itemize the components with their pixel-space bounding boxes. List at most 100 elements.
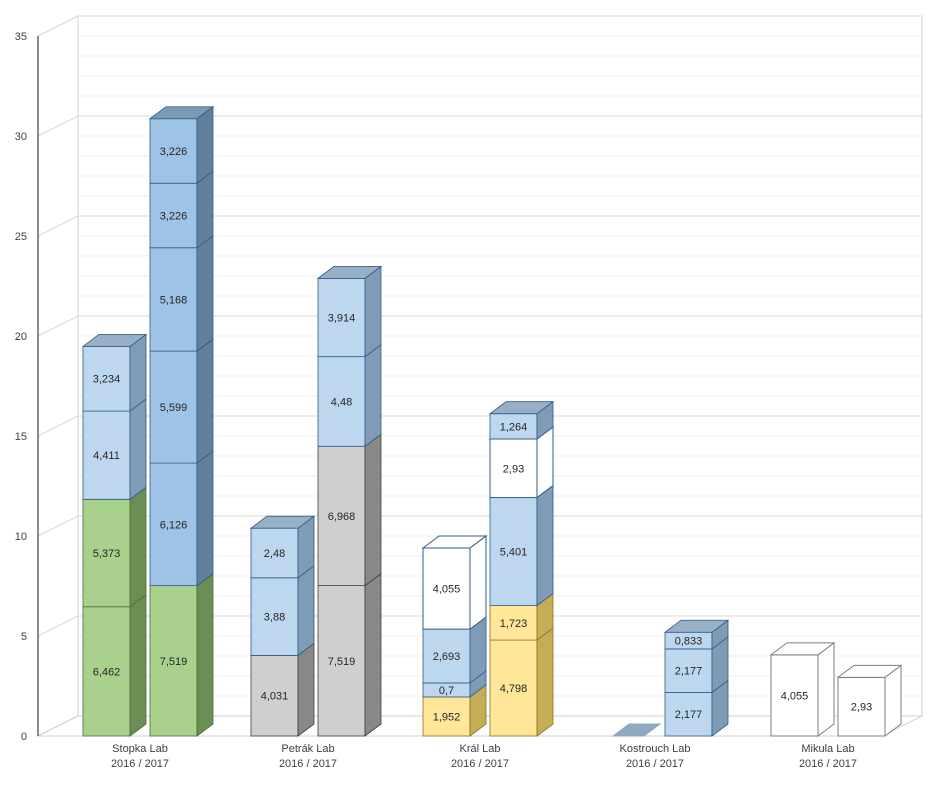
data-label: 4,798 <box>500 683 528 695</box>
bar-segment-front <box>664 648 713 693</box>
bar-segment-top <box>81 333 148 347</box>
side-gridline <box>37 615 79 637</box>
data-label: 4,48 <box>331 396 352 408</box>
data-label: 5,599 <box>160 402 188 414</box>
y-axis: 0 5 10 15 20 25 30 35 <box>15 31 39 743</box>
data-label: 5,373 <box>93 548 121 560</box>
side-gridline <box>37 115 79 137</box>
y-tick-label: 30 <box>15 131 27 143</box>
side-gridline <box>37 15 79 37</box>
bar-segment-side <box>196 450 214 587</box>
y-tick-label: 10 <box>15 531 27 543</box>
y-tick-label: 15 <box>15 431 27 443</box>
bar-segment-front <box>664 692 713 737</box>
bar-segment-side <box>129 333 147 412</box>
data-label: 4,031 <box>261 691 289 703</box>
x-tick-label: 2016 / 2017 <box>626 758 684 770</box>
data-label: 3,914 <box>328 313 356 325</box>
bar-segment-side <box>297 642 315 737</box>
x-tick-label: Stopka Lab <box>112 743 168 755</box>
x-tick-label: 2016 / 2017 <box>799 758 857 770</box>
bar-segment-top <box>769 642 836 656</box>
bar-segment-side <box>196 105 214 185</box>
bar-segment-top <box>249 515 316 529</box>
y-tick-label: 0 <box>21 731 27 743</box>
data-label: 6,126 <box>160 519 188 531</box>
side-gridline <box>37 315 79 337</box>
bar-segment-side <box>196 338 214 464</box>
bar-segment-front <box>837 676 886 737</box>
y-tick-label: 20 <box>15 331 27 343</box>
bar-segment-top <box>316 265 383 279</box>
bar-segment-side <box>196 170 214 249</box>
data-label: 3,226 <box>160 146 188 158</box>
bar-segment-front <box>422 547 471 630</box>
bar-segment-front <box>82 498 131 608</box>
side-gridline <box>37 215 79 237</box>
y-tick-label: 25 <box>15 231 27 243</box>
bar-segment-side <box>364 343 382 448</box>
data-label: 1,723 <box>500 618 528 630</box>
data-label: 2,48 <box>264 548 285 560</box>
empty-bar-base <box>611 723 662 737</box>
data-label: 7,519 <box>160 656 188 668</box>
data-label: 6,968 <box>328 511 356 523</box>
bar-segment-side <box>364 265 382 358</box>
bar-segment-side <box>129 486 147 608</box>
y-tick-label: 35 <box>15 31 27 43</box>
bar-segment-front <box>149 247 198 352</box>
data-label: 0,7 <box>439 685 454 697</box>
bar-segment-front <box>250 654 299 737</box>
data-label: 4,411 <box>93 450 120 462</box>
bar-segment-front <box>250 577 299 656</box>
data-label: 2,93 <box>503 463 524 475</box>
bar-segment-side <box>536 484 554 607</box>
bar-segment-front <box>149 182 198 249</box>
bar-segment-side <box>469 535 487 631</box>
bar-segment-side <box>129 593 147 737</box>
bar-segment-front <box>82 410 131 500</box>
bar-segment-front <box>422 628 471 684</box>
x-tick-label: 2016 / 2017 <box>451 758 509 770</box>
data-label: 5,168 <box>160 294 188 306</box>
data-label: 4,055 <box>781 690 809 702</box>
bar-segment-front <box>250 527 299 579</box>
bar-segment-front <box>489 497 538 606</box>
bar-segment-side <box>129 398 147 501</box>
bar-segment-front <box>422 696 471 737</box>
data-label: 0,833 <box>675 636 703 648</box>
x-tick-label: Petrák Lab <box>281 743 334 755</box>
data-label: 2,93 <box>851 702 872 714</box>
bar-segment-front <box>770 654 819 737</box>
bar-segment-front <box>149 585 198 737</box>
x-tick-label: Kostrouch Lab <box>620 743 691 755</box>
data-label: 7,519 <box>328 656 356 668</box>
bar-segment-top <box>836 664 903 678</box>
bar-segment-top <box>148 106 215 120</box>
bar-segment-side <box>364 433 382 587</box>
bar-segment-top <box>663 619 730 633</box>
bar-segment-side <box>196 572 214 737</box>
bar-segment-front <box>82 606 131 737</box>
bars: 6,462 5,373 4,411 3,234 7,519 6,126 5,599 5,168… <box>81 105 903 737</box>
x-tick-label: 2016 / 2017 <box>279 758 337 770</box>
bar-segment-top <box>421 535 488 549</box>
data-label: 1,264 <box>500 421 528 433</box>
bar-segment-top <box>488 401 555 415</box>
side-gridline <box>37 515 79 537</box>
data-label: 3,226 <box>160 211 188 223</box>
bar-segment-front <box>149 350 198 464</box>
bar-segment-side <box>297 564 315 657</box>
data-label: 2,177 <box>675 666 703 678</box>
data-label: 5,401 <box>500 547 528 559</box>
data-label: 2,177 <box>675 709 703 721</box>
x-tick-label: 2016 / 2017 <box>111 758 169 770</box>
bar-segment-side <box>364 572 382 737</box>
x-tick-label: Král Lab <box>460 743 501 755</box>
data-label: 6,462 <box>93 666 121 678</box>
data-label: 3,88 <box>264 612 285 624</box>
y-tick-label: 5 <box>21 631 27 643</box>
side-wall <box>37 15 79 737</box>
bar-segment-front <box>317 585 366 737</box>
